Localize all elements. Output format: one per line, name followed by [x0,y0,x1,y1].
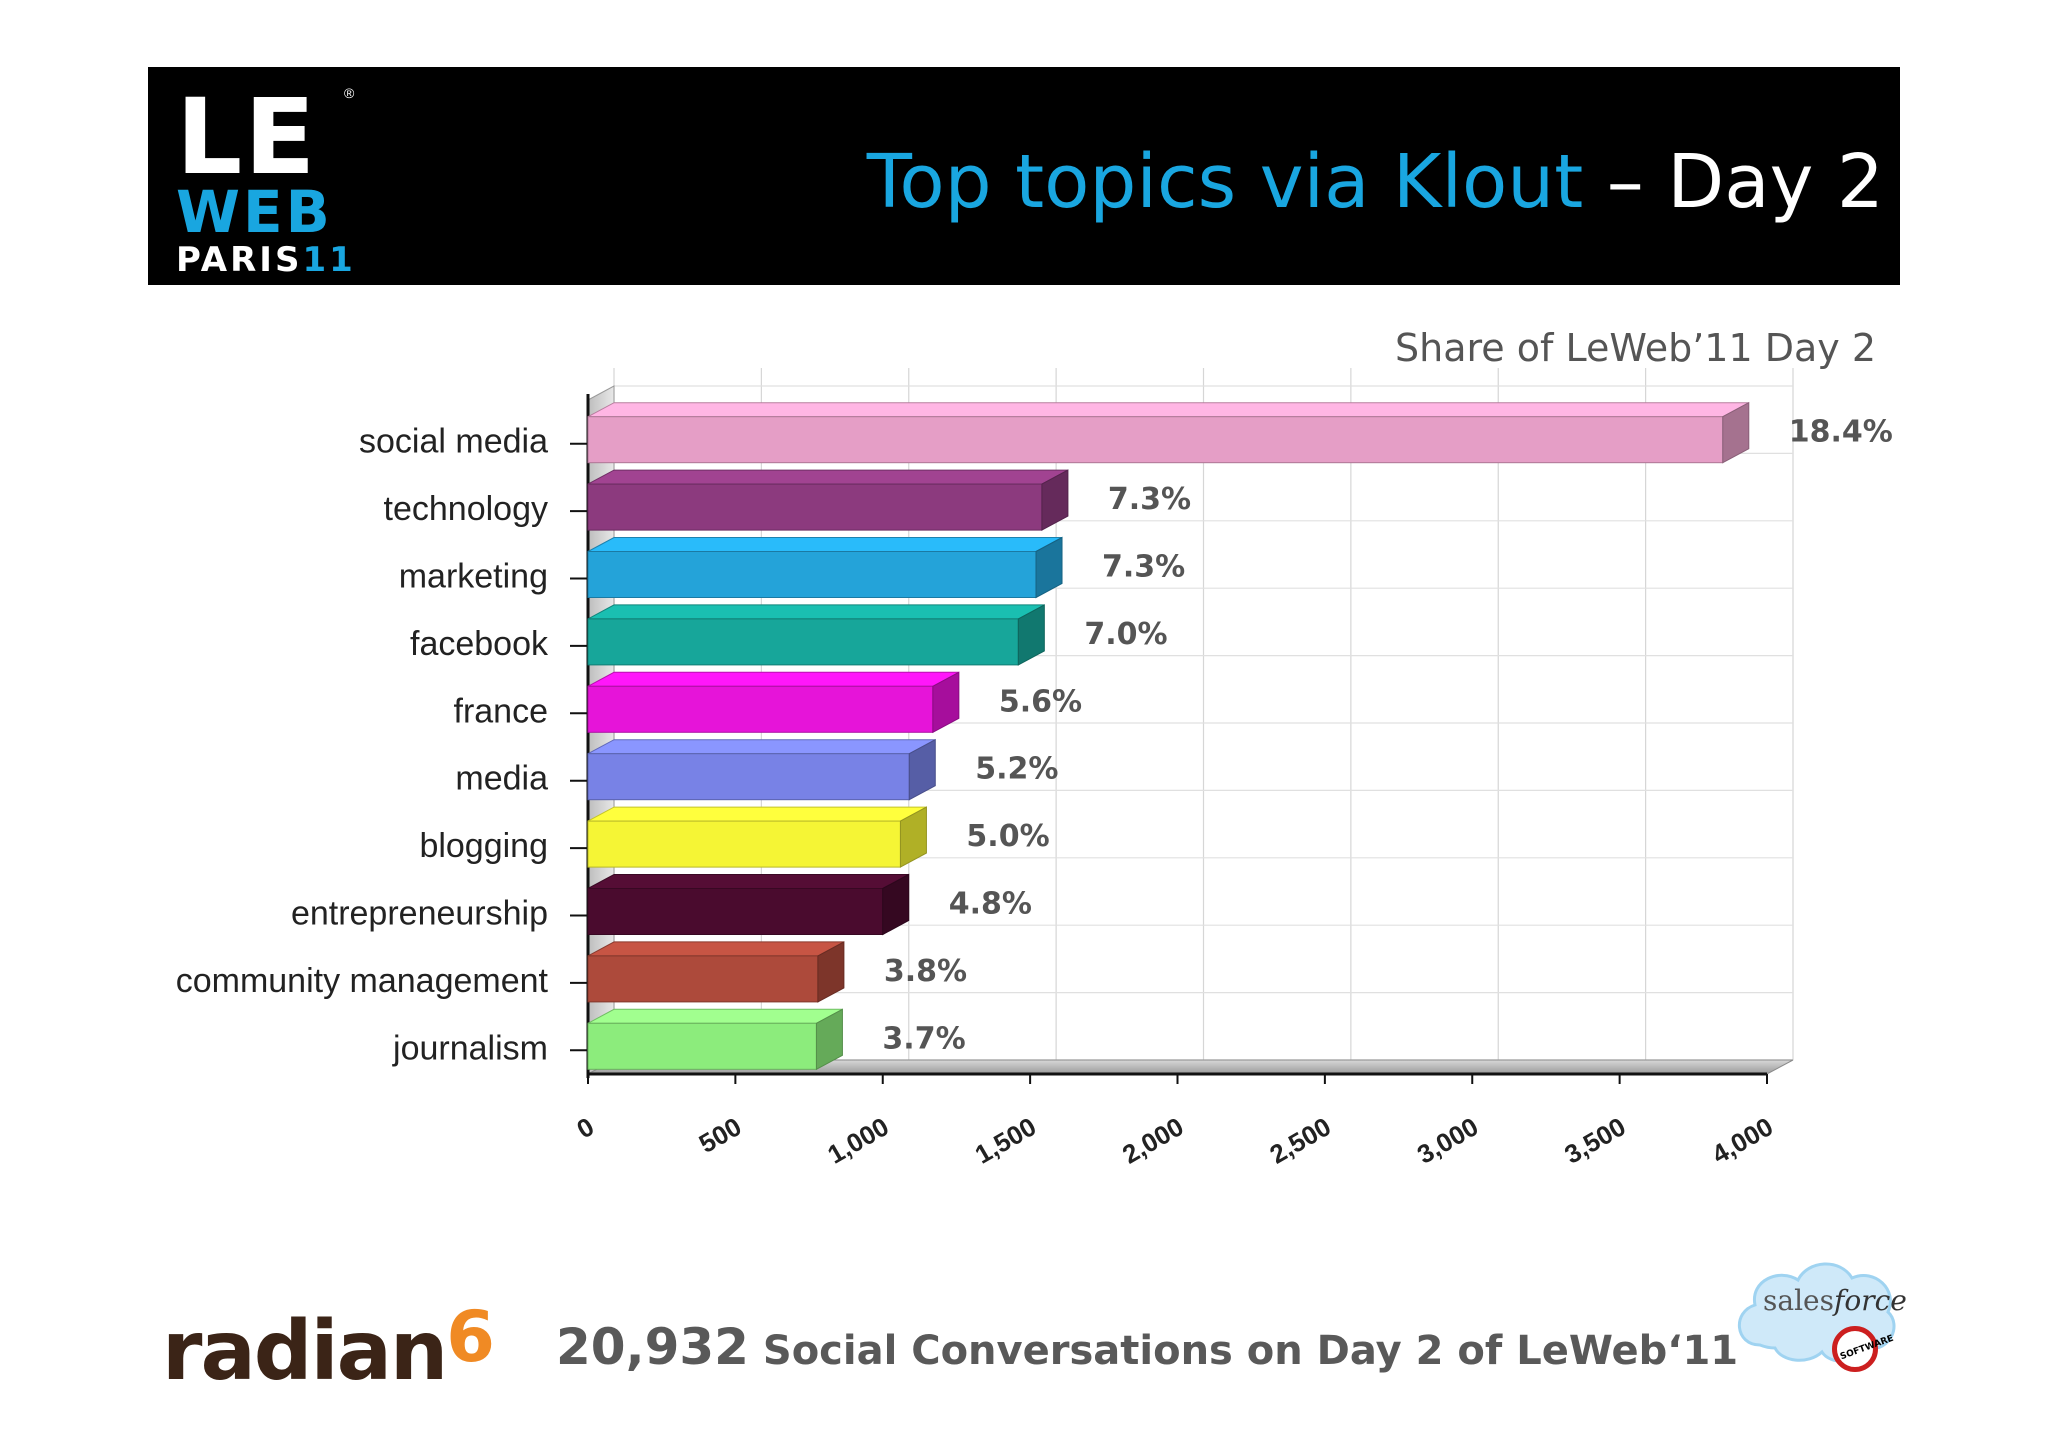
category-label: social media [359,423,548,461]
title-rest: – Day 2 [1583,139,1884,225]
data-label: 4.8% [949,887,1032,922]
bar [587,551,1037,598]
bar [587,820,901,868]
salesforce-italic: force [1833,1284,1907,1317]
logo-paris: PARIS11 [176,243,356,277]
data-label: 7.3% [1108,482,1191,517]
category-label: facebook [410,625,549,663]
radian6-mark: 6 [446,1296,495,1378]
category-label: entrepreneurship [291,895,548,933]
data-label: 5.6% [999,684,1082,719]
x-tick-label: 4,000 [1707,1111,1778,1170]
category-label: france [454,692,549,730]
chart-title: Share of LeWeb’11 Day 2 [1395,326,1876,370]
bar-end [1722,401,1750,464]
bar-top [587,874,909,889]
x-tick-label: 500 [694,1111,747,1159]
footer-stat: 20,932 Social Conversations on Day 2 of … [556,1318,1738,1376]
category-label: journalism [392,1029,548,1067]
x-tick-label: 3,500 [1559,1111,1630,1170]
bar-layer [587,401,1750,1071]
data-label: 3.7% [882,1021,965,1056]
category-label: marketing [399,558,548,596]
category-label: blogging [419,827,548,865]
bar-end [932,671,960,734]
bar-end [1041,469,1069,531]
bar [587,618,1019,666]
data-label: 18.4% [1789,415,1893,450]
category-label: media [455,760,548,798]
bar [587,685,934,733]
leweb-logo: LE ® WEB PARIS11 [176,76,366,277]
category-label: technology [384,490,548,528]
radian6-text: radian [162,1304,448,1399]
bar-end [1017,604,1045,666]
x-tick-label: 2,500 [1265,1111,1336,1170]
bar-end [1035,536,1063,599]
data-label: 3.8% [884,954,967,989]
x-tick-label: 2,000 [1117,1111,1188,1170]
x-tick-label: 3,000 [1412,1111,1483,1170]
data-label: 7.0% [1084,617,1167,652]
bar-top [587,469,1069,485]
bar-end [815,1008,843,1071]
logo-registered-mark: ® [344,85,355,101]
logo-paris-text: PARIS [176,240,303,280]
logo-le: LE [176,76,318,198]
conversation-caption: Social Conversations on Day 2 of LeWeb‘1… [748,1328,1739,1374]
bar [587,888,884,935]
header-bar: LE ® WEB PARIS11 Top topics via Klout – … [148,67,1900,285]
bar-end [817,941,845,1003]
radian6-logo: radian6 [162,1296,495,1399]
conversation-count: 20,932 [556,1318,749,1376]
page-title: Top topics via Klout – Day 2 [867,137,1884,227]
bar [587,753,910,801]
logo-web: WEB [176,178,333,246]
logo-paris-number: 11 [302,240,356,280]
salesforce-wordmark: salesforce [1763,1284,1907,1317]
label-layer: social media 18.4% technology 7.3% marketing… [176,415,1893,1068]
title-colored: Top topics via Klout [866,139,1584,225]
salesforce-plain: sales [1763,1284,1834,1317]
data-label: 7.3% [1102,550,1185,585]
data-label: 5.0% [966,819,1049,854]
category-label: community management [176,962,549,1000]
bar-top [587,402,1750,418]
bar-top [587,537,1063,552]
x-tick-label: 1,000 [822,1111,893,1170]
bar [587,955,819,1003]
data-label: 5.2% [975,752,1058,787]
bar [587,1022,817,1070]
bar-top [587,1008,843,1024]
x-tick-label: 1,500 [970,1111,1041,1170]
bar-top [587,941,845,957]
bar-end [882,873,910,936]
bar-top [587,671,960,687]
bar-end [908,738,936,801]
bar-top [587,604,1045,620]
bar-top [587,806,927,822]
bar [587,483,1043,531]
no-software-icon: SOFTWARE [1832,1326,1895,1372]
x-tick-label: 0 [571,1111,599,1144]
bar [587,416,1724,464]
bar-top [587,739,936,755]
bar-end [899,806,927,868]
